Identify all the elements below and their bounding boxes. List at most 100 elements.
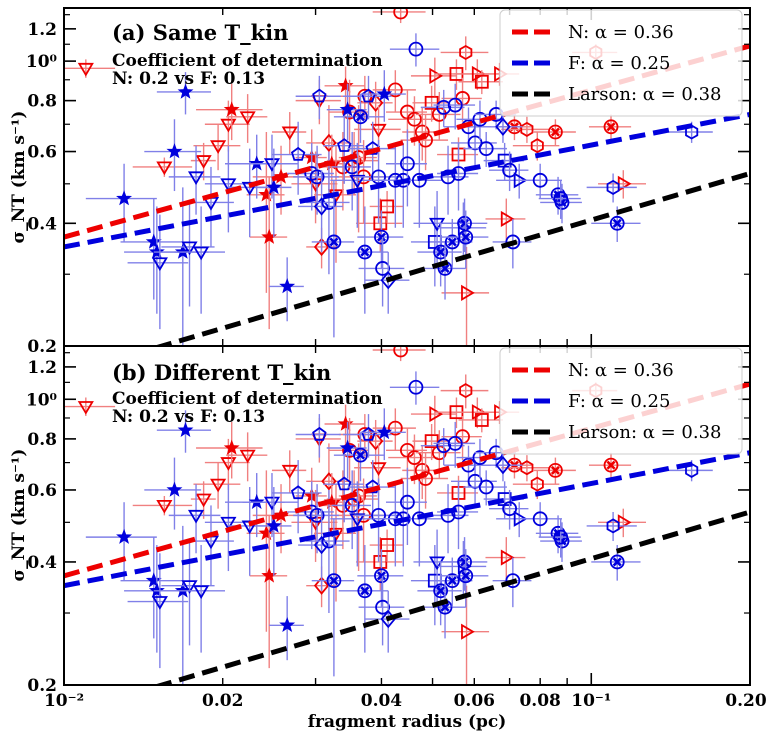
panel-b-point-7 [261,567,278,583]
panel-a-point-67 [248,155,265,171]
panel-b-point-81 [349,513,366,528]
panel-b-point-123 [609,554,625,570]
panel-b-point-27 [380,538,395,552]
panel-a-point-63 [193,246,210,261]
panel-a-point-29 [393,8,409,20]
panel-a-point-93 [400,156,415,172]
panel-a-point-115 [502,162,517,178]
panel-a-legend-label-1: F: α = 0.25 [568,53,670,74]
panel-b-point-122 [606,518,620,534]
panel-b-point-65 [220,516,237,531]
panel-b-point-71 [290,485,306,500]
panel-b-point-99 [436,438,452,454]
panel-a-point-121 [553,191,569,206]
panel-a-legend: N: α = 0.36 F: α = 0.25 Larson: α = 0.38 [499,9,743,117]
panel-b-ytick-label-4: 10⁰ [26,390,57,410]
panel-a-point-27 [380,199,395,214]
panel-a-title-main: (a) Same T_kin [112,20,288,45]
y-axis-label-a: σ_NT (km s⁻¹) [9,111,29,244]
panel-b-point-41 [461,623,475,640]
panel-a-point-7 [261,228,278,244]
panel-b-point-70 [279,616,296,632]
panel-a-point-118 [532,172,548,188]
panel-b-point-79 [339,439,356,455]
panel-b-point-94 [408,379,424,395]
x-tick-label-0: 10⁻² [44,691,84,711]
panel-b-ticks: 0.2 0.4 0.6 0.8 10⁰ 1.2 [26,346,751,696]
panel-b-point-93 [400,494,415,510]
panel-b-point-29 [393,346,409,358]
panel-b: 0.2 0.4 0.6 0.8 10⁰ 1.2 (b) Different T_kin C… [26,345,751,696]
panel-b-point-62 [187,509,205,524]
panel-a-point-81 [349,174,366,189]
panel-b-point-31 [407,450,422,465]
panel-b-point-26 [373,555,388,569]
panel-a-point-99 [436,99,452,115]
panel-a-point-79 [339,101,356,117]
panel-a-point-65 [220,178,237,193]
panel-a-point-103 [447,97,463,113]
panel-a-point-116 [505,234,521,250]
panel-b-point-116 [505,573,521,589]
panel-a-point-42 [471,65,486,83]
panel-a-point-49 [548,124,563,140]
x-tick-label-5: 0.08 [519,691,560,711]
panel-a: 0.2 0.4 0.6 0.8 10⁰ 1.2 (a) Same T_kin Coeffi… [26,7,751,357]
panel-a-point-58 [166,143,183,159]
panel-a-point-88 [375,261,390,276]
x-tick-label-2: 0.02 [202,691,243,711]
panel-b-point-98 [433,583,449,599]
panel-a-point-77 [326,234,342,250]
x-tick-label-4: 0.06 [454,691,495,711]
panel-b-point-48 [530,476,544,492]
panel-a-point-1 [195,155,212,169]
panel-a-fit-line-1 [64,111,750,250]
panel-a-subtitle-line2: N: 0.2 vs F: 0.13 [112,69,265,89]
panel-a-ytick-label-5: 1.2 [27,20,57,40]
panel-a-point-14 [321,133,337,153]
panel-a-point-75 [313,197,330,216]
panel-a-point-111 [478,141,494,157]
panel-b-point-61 [181,580,198,594]
panel-b-point-121 [553,529,569,545]
panel-a-ytick-label-3: 0.8 [27,92,57,112]
panel-b-subtitle-line2: N: 0.2 vs F: 0.13 [112,407,265,427]
panel-a-point-102 [444,234,460,250]
panel-a-ytick-label-2: 0.6 [27,143,57,163]
panel-b-point-53 [77,401,94,415]
panel-b-point-45 [500,549,515,566]
panel-b-point-58 [166,481,183,497]
panel-a-point-35 [429,67,444,84]
panel-b-point-85 [365,479,380,494]
panel-a-point-4 [223,101,240,117]
panel-b-point-83 [357,583,373,599]
panel-b-point-4 [223,439,240,455]
panel-b-fit-line-1 [64,450,750,589]
panel-b-legend-label-0: N: α = 0.36 [568,360,674,381]
panel-b-point-118 [532,511,548,527]
panel-b-point-60 [177,421,194,437]
panel-b-point-69 [265,517,282,533]
panel-b-point-78 [337,476,352,491]
panel-a-point-86 [371,169,386,185]
panel-a-ytick-label-0: 0.2 [27,337,57,357]
y-axis-label-b: σ_NT (km s⁻¹) [9,449,29,582]
panel-a-point-48 [530,138,544,154]
panel-a-point-55 [145,233,162,249]
panel-b-frame [63,345,751,686]
panel-b-point-54 [116,528,133,544]
panel-a-point-53 [77,62,94,77]
panel-b-point-103 [447,435,463,451]
panel-b-points [64,346,713,685]
panel-a-point-51 [603,119,619,135]
panel-a-point-0 [156,161,173,176]
panel-a-point-98 [433,244,449,260]
panel-a-ytick-label-1: 0.4 [27,214,57,234]
x-tick-label-3: 0.04 [361,691,403,711]
panel-a-point-68 [263,158,281,173]
panel-b-point-80 [344,498,360,513]
panel-b-point-28 [387,420,403,436]
panel-b-point-63 [193,585,210,600]
panel-a-fit-lines [64,43,750,346]
panel-b-point-0 [156,499,173,514]
